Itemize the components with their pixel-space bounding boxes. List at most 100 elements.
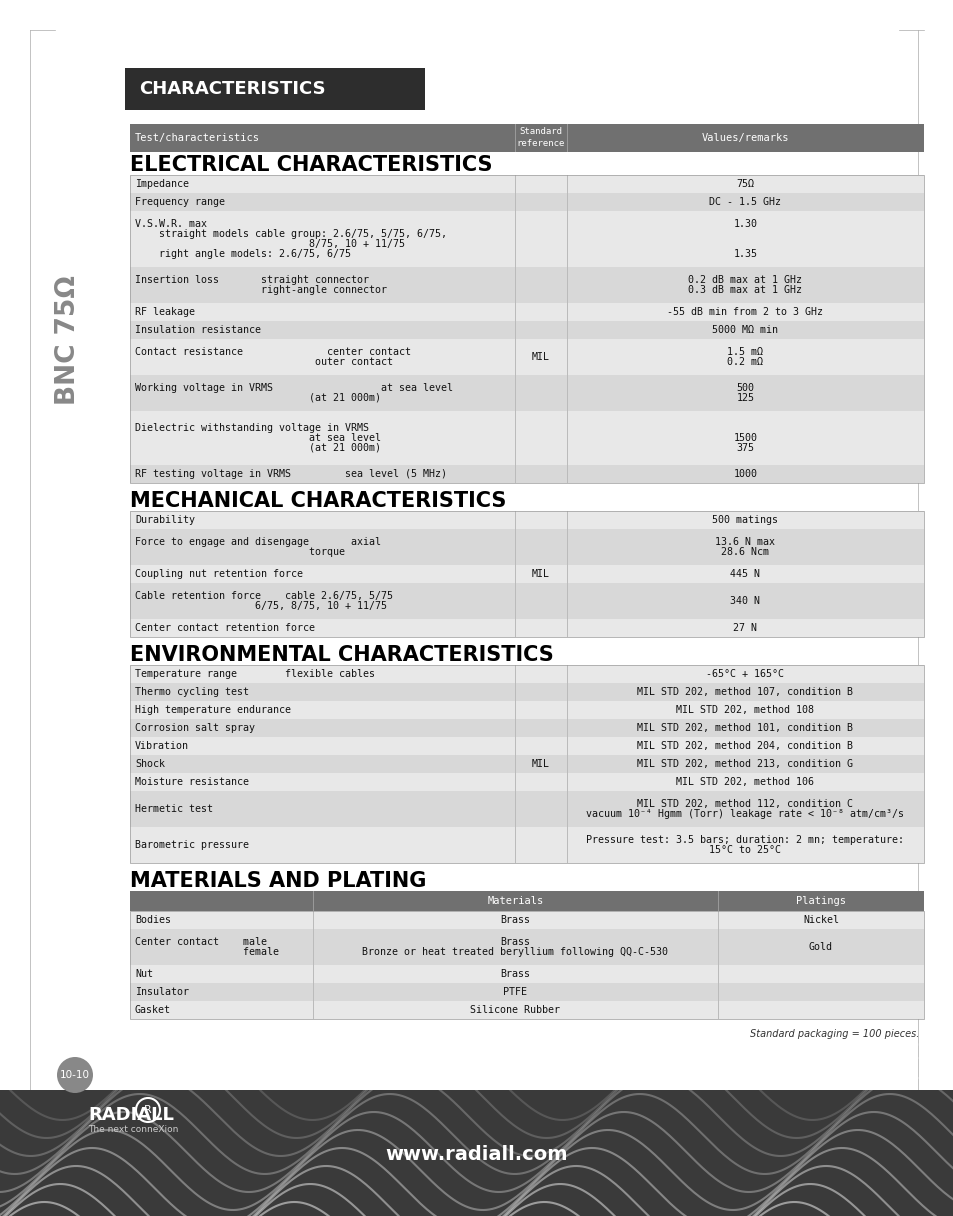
Bar	[130, 175, 923, 483]
Text: 500 matings: 500 matings	[712, 516, 778, 525]
Bar	[130, 529, 923, 565]
Bar	[566, 582, 567, 619]
Bar	[566, 565, 567, 582]
Bar	[566, 321, 567, 339]
Bar	[130, 511, 923, 529]
Bar	[566, 665, 567, 683]
Bar	[566, 303, 567, 321]
Bar	[130, 619, 923, 637]
Bar	[130, 175, 923, 193]
Text: Nut: Nut	[135, 969, 152, 979]
Text: Frequency range: Frequency range	[135, 197, 225, 207]
Bar	[566, 375, 567, 411]
Text: Silicone Rubber: Silicone Rubber	[470, 1004, 560, 1015]
Bar	[125, 68, 424, 109]
Bar	[130, 212, 923, 268]
Bar	[515, 321, 516, 339]
Text: Force to engage and disengage       axial: Force to engage and disengage axial	[135, 537, 380, 547]
Bar	[566, 175, 567, 193]
Text: Insulation resistance: Insulation resistance	[135, 325, 261, 334]
Text: Vibration: Vibration	[135, 741, 189, 751]
Text: Dielectric withstanding voltage in VRMS: Dielectric withstanding voltage in VRMS	[135, 423, 369, 433]
Bar	[515, 719, 516, 737]
Bar	[515, 790, 516, 827]
Text: right angle models: 2.6/75, 6/75: right angle models: 2.6/75, 6/75	[135, 248, 351, 259]
Text: RF testing voltage in VRMS         sea level (5 MHz): RF testing voltage in VRMS sea level (5 …	[135, 469, 447, 479]
Bar	[515, 683, 516, 700]
Text: R: R	[144, 1105, 152, 1115]
Bar	[313, 983, 314, 1001]
Bar	[566, 700, 567, 719]
Text: Moisture resistance: Moisture resistance	[135, 777, 249, 787]
Text: Values/remarks: Values/remarks	[701, 133, 788, 143]
Text: The next conneXion: The next conneXion	[88, 1126, 178, 1135]
Bar	[566, 773, 567, 790]
Text: Bronze or heat treated beryllium following QQ-C-530: Bronze or heat treated beryllium followi…	[362, 947, 668, 957]
Bar	[130, 929, 923, 966]
Bar	[130, 983, 923, 1001]
Text: at sea level: at sea level	[135, 433, 380, 443]
Text: 6/75, 8/75, 10 + 11/75: 6/75, 8/75, 10 + 11/75	[135, 601, 387, 610]
Bar	[130, 665, 923, 683]
Text: Center contact retention force: Center contact retention force	[135, 623, 314, 634]
Text: 10-10: 10-10	[60, 1070, 90, 1080]
Bar	[130, 773, 923, 790]
Text: Durability: Durability	[135, 516, 194, 525]
Bar	[130, 124, 923, 152]
Bar	[130, 303, 923, 321]
Text: Impedance: Impedance	[135, 179, 189, 188]
Bar	[515, 827, 516, 863]
Text: DC - 1.5 GHz: DC - 1.5 GHz	[709, 197, 781, 207]
Bar	[130, 665, 923, 863]
Text: Working voltage in VRMS                  at sea level: Working voltage in VRMS at sea level	[135, 383, 453, 393]
Bar	[515, 375, 516, 411]
Text: right-angle connector: right-angle connector	[135, 285, 387, 294]
Bar	[515, 665, 516, 683]
Text: MIL STD 202, method 106: MIL STD 202, method 106	[676, 777, 814, 787]
Text: 0.2 dB max at 1 GHz: 0.2 dB max at 1 GHz	[688, 275, 801, 285]
Text: Gold: Gold	[808, 942, 832, 952]
Text: CHARACTERISTICS: CHARACTERISTICS	[139, 80, 325, 98]
Bar	[130, 321, 923, 339]
Text: Shock: Shock	[135, 759, 165, 769]
Text: 28.6 Ncm: 28.6 Ncm	[720, 547, 769, 557]
Text: 0.3 dB max at 1 GHz: 0.3 dB max at 1 GHz	[688, 285, 801, 294]
Bar	[718, 929, 719, 966]
Bar	[515, 619, 516, 637]
Bar	[566, 827, 567, 863]
Bar	[718, 966, 719, 983]
Bar	[130, 268, 923, 303]
Bar	[566, 268, 567, 303]
Bar	[313, 966, 314, 983]
Text: straight models cable group: 2.6/75, 5/75, 6/75,: straight models cable group: 2.6/75, 5/7…	[135, 229, 447, 240]
Bar	[515, 582, 516, 619]
Text: MIL: MIL	[532, 351, 550, 362]
Text: MIL: MIL	[532, 569, 550, 579]
Bar	[566, 193, 567, 212]
Text: Standard packaging = 100 pieces.: Standard packaging = 100 pieces.	[749, 1029, 918, 1038]
Text: Materials: Materials	[487, 896, 543, 906]
Bar	[515, 529, 516, 565]
Bar	[718, 911, 719, 929]
Bar	[515, 737, 516, 755]
Text: Insertion loss       straight connector: Insertion loss straight connector	[135, 275, 369, 285]
Text: 375: 375	[736, 443, 754, 452]
Bar	[313, 929, 314, 966]
Bar	[515, 268, 516, 303]
Text: Thermo cycling test: Thermo cycling test	[135, 687, 249, 697]
Bar	[566, 124, 567, 152]
Text: MIL STD 202, method 213, condition G: MIL STD 202, method 213, condition G	[637, 759, 853, 769]
Bar	[718, 983, 719, 1001]
Text: RF leakage: RF leakage	[135, 306, 194, 317]
Bar	[566, 529, 567, 565]
Text: MIL STD 202, method 101, condition B: MIL STD 202, method 101, condition B	[637, 724, 853, 733]
Bar	[130, 1001, 923, 1019]
Bar	[515, 511, 516, 529]
Text: 1.35: 1.35	[733, 248, 757, 259]
Bar	[130, 411, 923, 465]
Bar	[313, 1001, 314, 1019]
Bar	[130, 565, 923, 582]
Bar	[0, 1090, 953, 1216]
Text: Hermetic test: Hermetic test	[135, 804, 213, 814]
Text: Platings: Platings	[795, 896, 845, 906]
